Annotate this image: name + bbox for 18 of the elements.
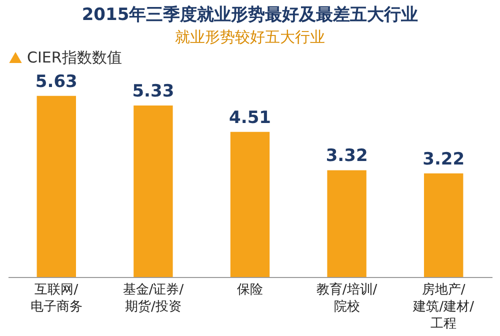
chart-title: 2015年三季度就业形势最好及最差五大行业	[82, 5, 418, 25]
x-tick-label: 保险	[237, 282, 263, 298]
data-label: 5.33	[132, 82, 174, 102]
data-label: 3.32	[326, 146, 368, 166]
data-label: 3.22	[422, 149, 465, 170]
x-tick-label: 互联网/电子商务	[30, 282, 82, 314]
x-tick-label: 基金/证券/期货/投资	[122, 282, 184, 314]
bar	[424, 173, 464, 277]
bar	[327, 170, 366, 277]
x-tick-label: 教育/培训/院校	[316, 282, 378, 314]
chart-subtitle: 就业形势较好五大行业	[175, 28, 325, 46]
data-label: 4.51	[229, 108, 271, 128]
bar	[134, 106, 173, 277]
legend-label: CIER指数数值	[27, 48, 122, 66]
bar	[230, 132, 270, 277]
bar	[36, 96, 76, 277]
data-label: 5.63	[35, 72, 78, 92]
x-tick-label: 房地产/建筑/建材/工程	[412, 282, 475, 332]
